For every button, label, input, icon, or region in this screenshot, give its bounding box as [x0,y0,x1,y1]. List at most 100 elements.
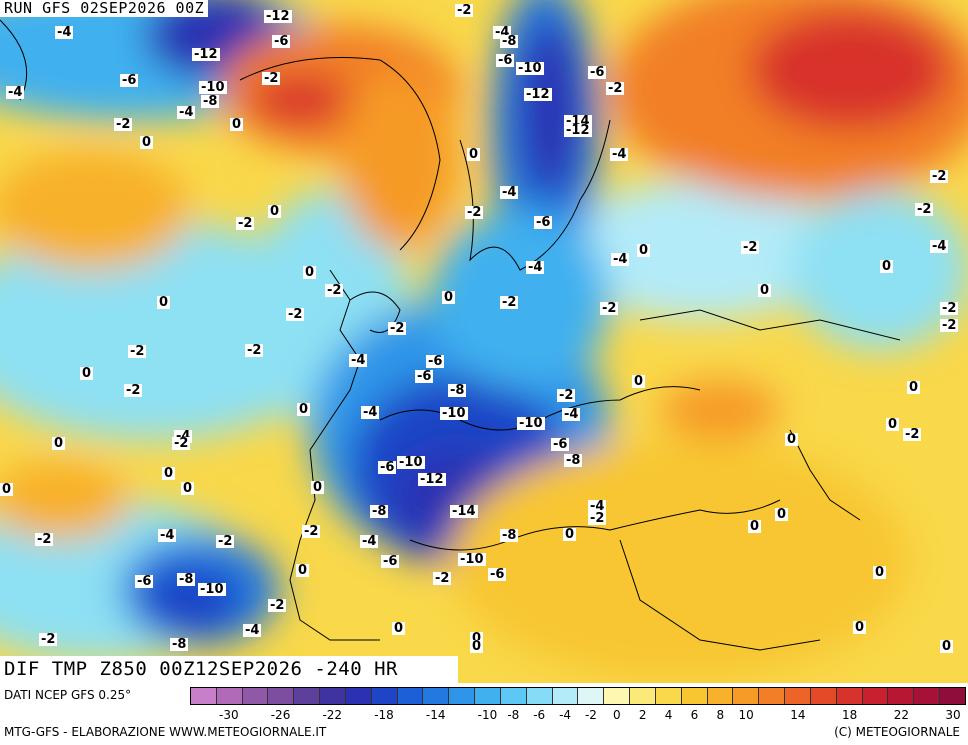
value-label: -8 [564,453,583,468]
legend-tick-label: 14 [790,708,806,722]
value-label: -4 [930,239,949,254]
value-label: 0 [157,295,171,310]
value-label: -10 [517,416,545,431]
value-label: -2 [940,301,959,316]
value-label: 0 [775,507,789,522]
value-label: -2 [600,301,619,316]
legend-tick-label: -26 [270,708,291,722]
value-label: -2 [216,534,235,549]
legend-tick-label: -22 [322,708,343,722]
value-label: 0 [748,519,762,534]
value-label: -2 [915,202,934,217]
value-label: -6 [135,574,154,589]
value-label: -2 [302,524,321,539]
map-field [0,0,968,683]
value-label: 0 [637,243,651,258]
value-label: -4 [243,623,262,638]
value-label: -2 [286,307,305,322]
value-label: -2 [39,632,58,647]
legend-swatch [242,688,269,704]
legend-tick-label: -8 [507,708,520,722]
value-label: -6 [488,567,507,582]
map-title: DIF TMP Z850 00Z12SEP2026 -240 HR [0,656,458,683]
legend-swatch [423,688,450,704]
legend-tick-label: -18 [374,708,394,722]
value-label: 0 [140,135,154,150]
value-label: 0 [940,639,954,654]
legend-swatch [862,688,889,704]
value-label: 0 [880,259,894,274]
value-label: 0 [0,482,14,497]
value-label: -8 [370,504,389,519]
value-label: -2 [388,321,407,336]
legend-tick-label: -4 [559,708,572,722]
value-label: -2 [557,388,576,403]
value-label: -4 [360,534,379,549]
legend-swatch [216,688,243,704]
value-label: -4 [611,252,630,267]
legend-swatch [681,688,708,704]
copyright-text: (C) METEOGIORNALE [834,725,960,739]
legend-swatch [707,688,734,704]
value-label: -12 [564,123,592,138]
value-label: 0 [80,366,94,381]
legend-tick-label: 30 [945,708,961,722]
value-label: -4 [177,105,196,120]
value-label: -12 [418,472,446,487]
value-label: -10 [198,582,226,597]
value-label: 0 [758,283,772,298]
value-label: -14 [450,504,478,519]
value-label: -6 [588,65,607,80]
value-label: -4 [6,85,25,100]
value-label: 0 [268,204,282,219]
value-label: 0 [467,147,481,162]
legend-swatch [268,688,295,704]
value-label: -2 [940,318,959,333]
value-label: -12 [264,9,292,24]
value-label: -6 [496,53,515,68]
value-label: -4 [349,353,368,368]
legend-tick-label: 2 [638,708,647,722]
legend-tick-label: -2 [584,708,597,722]
legend-swatch [810,688,837,704]
value-label: 0 [296,563,310,578]
legend-tick-label: 8 [716,708,725,722]
legend-swatch [526,688,553,704]
value-label: 0 [873,565,887,580]
legend-tick-label: -6 [533,708,546,722]
value-label: -10 [199,80,227,95]
data-source: DATI NCEP GFS 0.25° [4,688,132,702]
anomaly-field [0,0,968,680]
value-label: -2 [236,216,255,231]
value-label: -2 [930,169,949,184]
value-label: -2 [433,571,452,586]
value-label: -2 [262,71,281,86]
legend-swatch [345,688,372,704]
value-label: -2 [588,511,607,526]
value-label: -6 [272,34,291,49]
value-label: 0 [303,265,317,280]
value-label: -10 [458,552,486,567]
value-label: -2 [500,295,519,310]
value-label: -6 [381,554,400,569]
value-label: -4 [361,405,380,420]
legend-swatch [655,688,682,704]
value-label: -10 [516,61,544,76]
value-label: -8 [500,34,519,49]
color-legend [190,687,966,705]
value-label: -8 [201,94,220,109]
legend-swatch [785,688,811,704]
value-label: 0 [392,621,406,636]
value-label: -12 [192,47,220,62]
credits-text: MTG-GFS - ELABORAZIONE WWW.METEOGIORNALE… [4,725,327,739]
value-label: -4 [588,499,607,514]
value-label: -2 [465,205,484,220]
value-label: -8 [500,528,519,543]
value-label: -2 [245,343,264,358]
value-label: 0 [181,481,195,496]
value-label: -4 [55,25,74,40]
value-label: -6 [378,460,397,475]
value-label: -2 [128,344,147,359]
value-label: -6 [551,437,570,452]
value-label: 0 [886,417,900,432]
